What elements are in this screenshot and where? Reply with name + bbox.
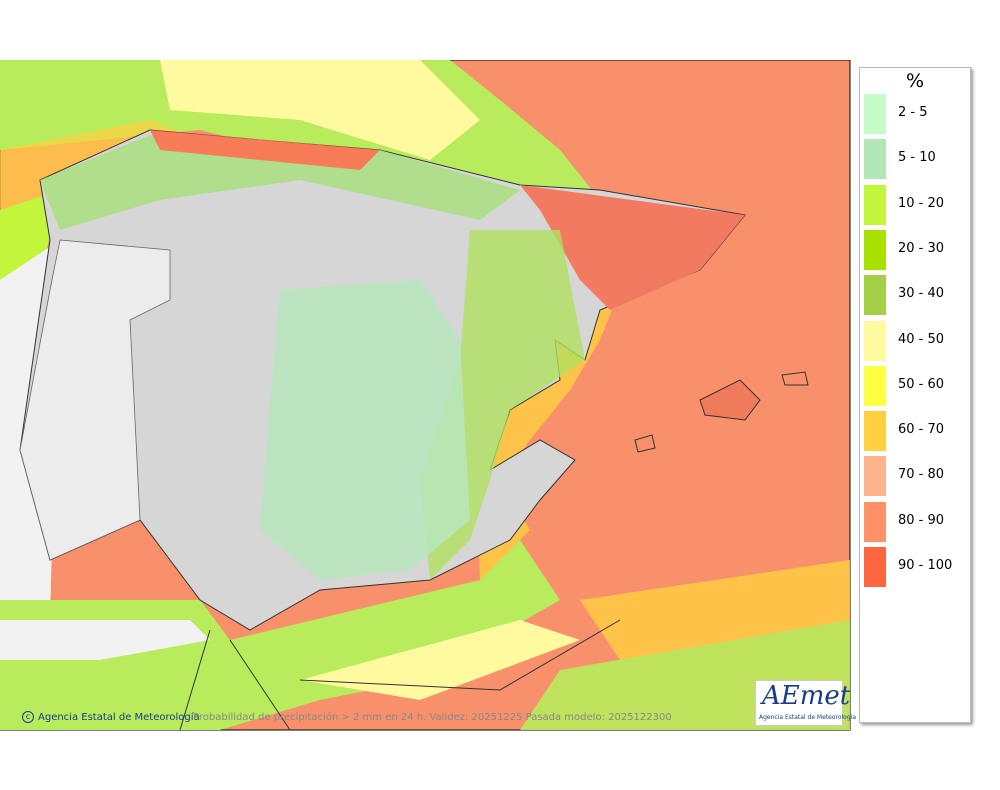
legend-swatch [864, 94, 886, 134]
legend-item: 20 - 30 [864, 229, 968, 270]
legend-label: 50 - 60 [898, 376, 945, 392]
legend-label: 5 - 10 [898, 150, 936, 166]
legend-label: 90 - 100 [898, 558, 953, 573]
north-band [160, 60, 480, 160]
agency-name: Agencia Estatal de Meteorología [38, 712, 200, 723]
legend-label: 20 - 30 [898, 240, 945, 256]
legend-item: 90 - 100 [864, 547, 968, 587]
pyrenees-red [520, 185, 745, 310]
legend-item: 2 - 5 [864, 94, 968, 134]
legend-item: 30 - 40 [864, 275, 968, 316]
legend-label: 60 - 70 [898, 422, 945, 438]
legend-label: 80 - 90 [898, 512, 945, 528]
logo-name: AEmet [762, 681, 851, 711]
legend-swatch [864, 139, 886, 180]
legend-label: 70 - 80 [898, 467, 945, 483]
legend-swatch [864, 456, 886, 497]
menorca [781, 371, 809, 386]
legend-label: 40 - 50 [898, 331, 945, 347]
legend-swatch [864, 275, 886, 316]
legend: % 2 - 5 5 - 10 10 - 20 20 - 30 30 - 40 40 - 5… [859, 67, 971, 723]
central-green [260, 280, 470, 580]
cadiz-dry [0, 620, 210, 660]
map-caption: Probabilidad de precipitación > 2 mm en … [193, 712, 672, 723]
south-band [0, 540, 560, 730]
legend-item: 40 - 50 [864, 320, 968, 361]
legend-item: 5 - 10 [864, 139, 968, 180]
logo: AEmet Agencia Estatal de Meteorología [755, 680, 856, 726]
alboran-band [300, 620, 580, 700]
legend-label: 10 - 20 [898, 195, 945, 211]
legend-swatch [864, 547, 886, 587]
logo-subtitle: Agencia Estatal de Meteorología [759, 714, 856, 721]
legend-swatch [864, 411, 886, 452]
africa-band [580, 560, 850, 660]
mallorca [699, 379, 761, 421]
portugal [19, 239, 171, 561]
legend-item: 80 - 90 [864, 501, 968, 542]
africa-coast [179, 619, 621, 731]
legend-item: 10 - 20 [864, 184, 968, 225]
legend-swatch [864, 184, 886, 225]
ibiza [634, 434, 656, 453]
legend-item: 70 - 80 [864, 456, 968, 497]
copyright-icon: c [22, 711, 34, 723]
legend-label: 30 - 40 [898, 286, 945, 302]
legend-item: 50 - 60 [864, 365, 968, 406]
legend-swatch [864, 501, 886, 542]
legend-swatch [864, 320, 886, 361]
cantabrian-red [150, 130, 380, 170]
legend-title: % [905, 70, 925, 92]
legend-swatch [864, 365, 886, 406]
cantabrian-green [40, 135, 520, 230]
legend-item: 60 - 70 [864, 411, 968, 452]
map [0, 60, 851, 731]
legend-swatch [864, 229, 886, 270]
legend-label: 2 - 5 [898, 105, 928, 120]
